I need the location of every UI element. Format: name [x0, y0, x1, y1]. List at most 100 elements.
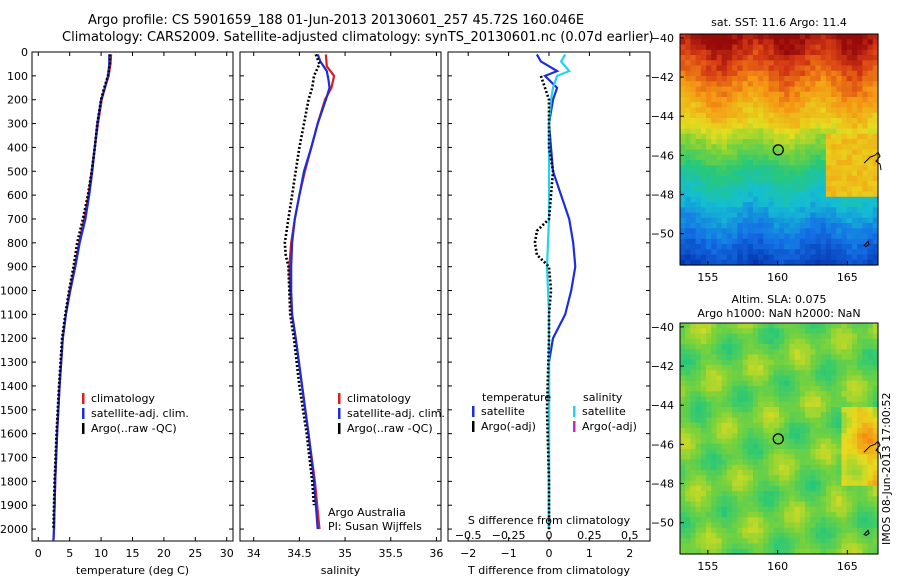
sst_map-cell [857, 123, 863, 130]
sla_map-cell [716, 496, 723, 503]
sla_map-cell [820, 370, 827, 377]
sst_map-cell [810, 55, 817, 61]
sla_map-cell [768, 512, 775, 518]
sst_map-cell [711, 112, 718, 119]
sla_map-cell [763, 538, 770, 545]
sla_map-cell [825, 417, 832, 424]
sst_map-cell [726, 191, 733, 198]
sst_map-cell [810, 191, 817, 198]
sst_map-cell [700, 112, 707, 119]
sla_map-cell [810, 428, 817, 434]
sla_map-cell [711, 501, 718, 508]
sst_map-cell [732, 154, 738, 161]
sst_map-cell [742, 165, 749, 172]
sst_map-cell [784, 49, 791, 56]
sst_map-cell [789, 118, 796, 124]
sla_map-cell [789, 475, 796, 482]
sla_map-cell [695, 512, 702, 518]
salinity-annotation-line-2: PI: Susan Wijffels [328, 520, 422, 533]
sla_map-cell [706, 475, 712, 482]
sla_map-cell [836, 396, 843, 403]
sst_map-cell [711, 228, 718, 235]
sst_map-cell [841, 160, 848, 166]
sla_map-cell [706, 396, 712, 403]
sst_map-cell [716, 244, 723, 250]
sst_map-cell [789, 228, 796, 235]
sst_map-cell [815, 107, 822, 114]
sst_map-cell [737, 223, 744, 229]
sst_map-cell [773, 144, 780, 151]
sla_map-cell [846, 333, 853, 340]
sla_map-cell [872, 470, 879, 476]
sla_map-cell [815, 354, 822, 361]
sla_map-cell [789, 428, 796, 434]
sst_map-cell [737, 217, 744, 224]
sst_map-cell [773, 102, 780, 109]
sst_map-cell [810, 39, 817, 46]
sst_map-cell [732, 91, 738, 98]
sla_map-cell [820, 333, 827, 340]
sla_map-cell [794, 480, 801, 487]
sla_map-cell [872, 480, 879, 487]
sst_map-cell [690, 91, 697, 98]
sla_map-cell [836, 543, 843, 550]
sla_map-cell [820, 375, 827, 382]
sst_map-cell [773, 49, 780, 56]
sla_map-cell [851, 454, 858, 461]
sst_map-cell [732, 76, 738, 82]
sla_map-cell [779, 527, 785, 534]
sst_map-cell [820, 165, 827, 172]
sst_map-cell [721, 144, 728, 151]
sst_map-cell [711, 55, 718, 61]
sst_map-cell [810, 91, 817, 98]
sla_map-cell [825, 349, 832, 356]
temperature-xtick-label: 5 [66, 547, 73, 560]
sst_map-cell [732, 39, 738, 46]
sst_map-cell [846, 70, 853, 77]
sla_map-cell [726, 543, 733, 550]
sst_map-cell [758, 102, 764, 109]
difference-s-tick-label: 0.5 [621, 529, 639, 542]
sst_map-cell [794, 144, 801, 151]
sst_map-cell [747, 76, 754, 82]
difference-s-tick-label: 0.25 [577, 529, 602, 542]
sst_map-cell [706, 91, 712, 98]
sla_map-cell [758, 501, 764, 508]
sla_map-cell [857, 522, 863, 529]
sla_map-cell [716, 396, 723, 403]
sla_map-cell [768, 459, 775, 466]
sla_map-cell [752, 501, 759, 508]
sla_map-cell [846, 365, 853, 371]
sla_map-cell [799, 349, 806, 356]
sst_map-cell [758, 223, 764, 229]
salinity-legend-label: Argo(..raw -QC) [347, 422, 433, 435]
sla_map-cell [716, 412, 723, 419]
sla_map-cell [815, 449, 822, 455]
sst_map-cell [685, 160, 692, 166]
sla_map-cell [810, 344, 817, 350]
sla_map-cell [815, 454, 822, 461]
sla_map-cell [815, 470, 822, 476]
sst_map-cell [752, 175, 759, 182]
sla_map-cell [867, 323, 874, 329]
sst_map-cell [805, 86, 811, 93]
sst_map-cell [773, 60, 780, 67]
sst_map-cell [846, 254, 853, 261]
sla_map-cell [779, 417, 785, 424]
sst_map-cell [779, 107, 785, 114]
sla_map-cell [747, 506, 754, 513]
sst_map-cell [779, 212, 785, 219]
sla_map-cell [758, 370, 764, 377]
sla_map-cell [831, 359, 837, 366]
sst_map-cell [779, 207, 785, 214]
sla_map-cell [841, 422, 848, 429]
sla_map-cell [763, 480, 770, 487]
sla_map-cell [732, 485, 738, 492]
sst_map-cell [857, 170, 863, 177]
sla_map-cell [857, 480, 863, 487]
sst_map-cell [680, 102, 686, 109]
sla_map-cell [773, 422, 780, 429]
difference-xtick-label: −2 [460, 547, 476, 560]
sst_map-cell [794, 44, 801, 51]
sst_map-cell [758, 196, 764, 203]
